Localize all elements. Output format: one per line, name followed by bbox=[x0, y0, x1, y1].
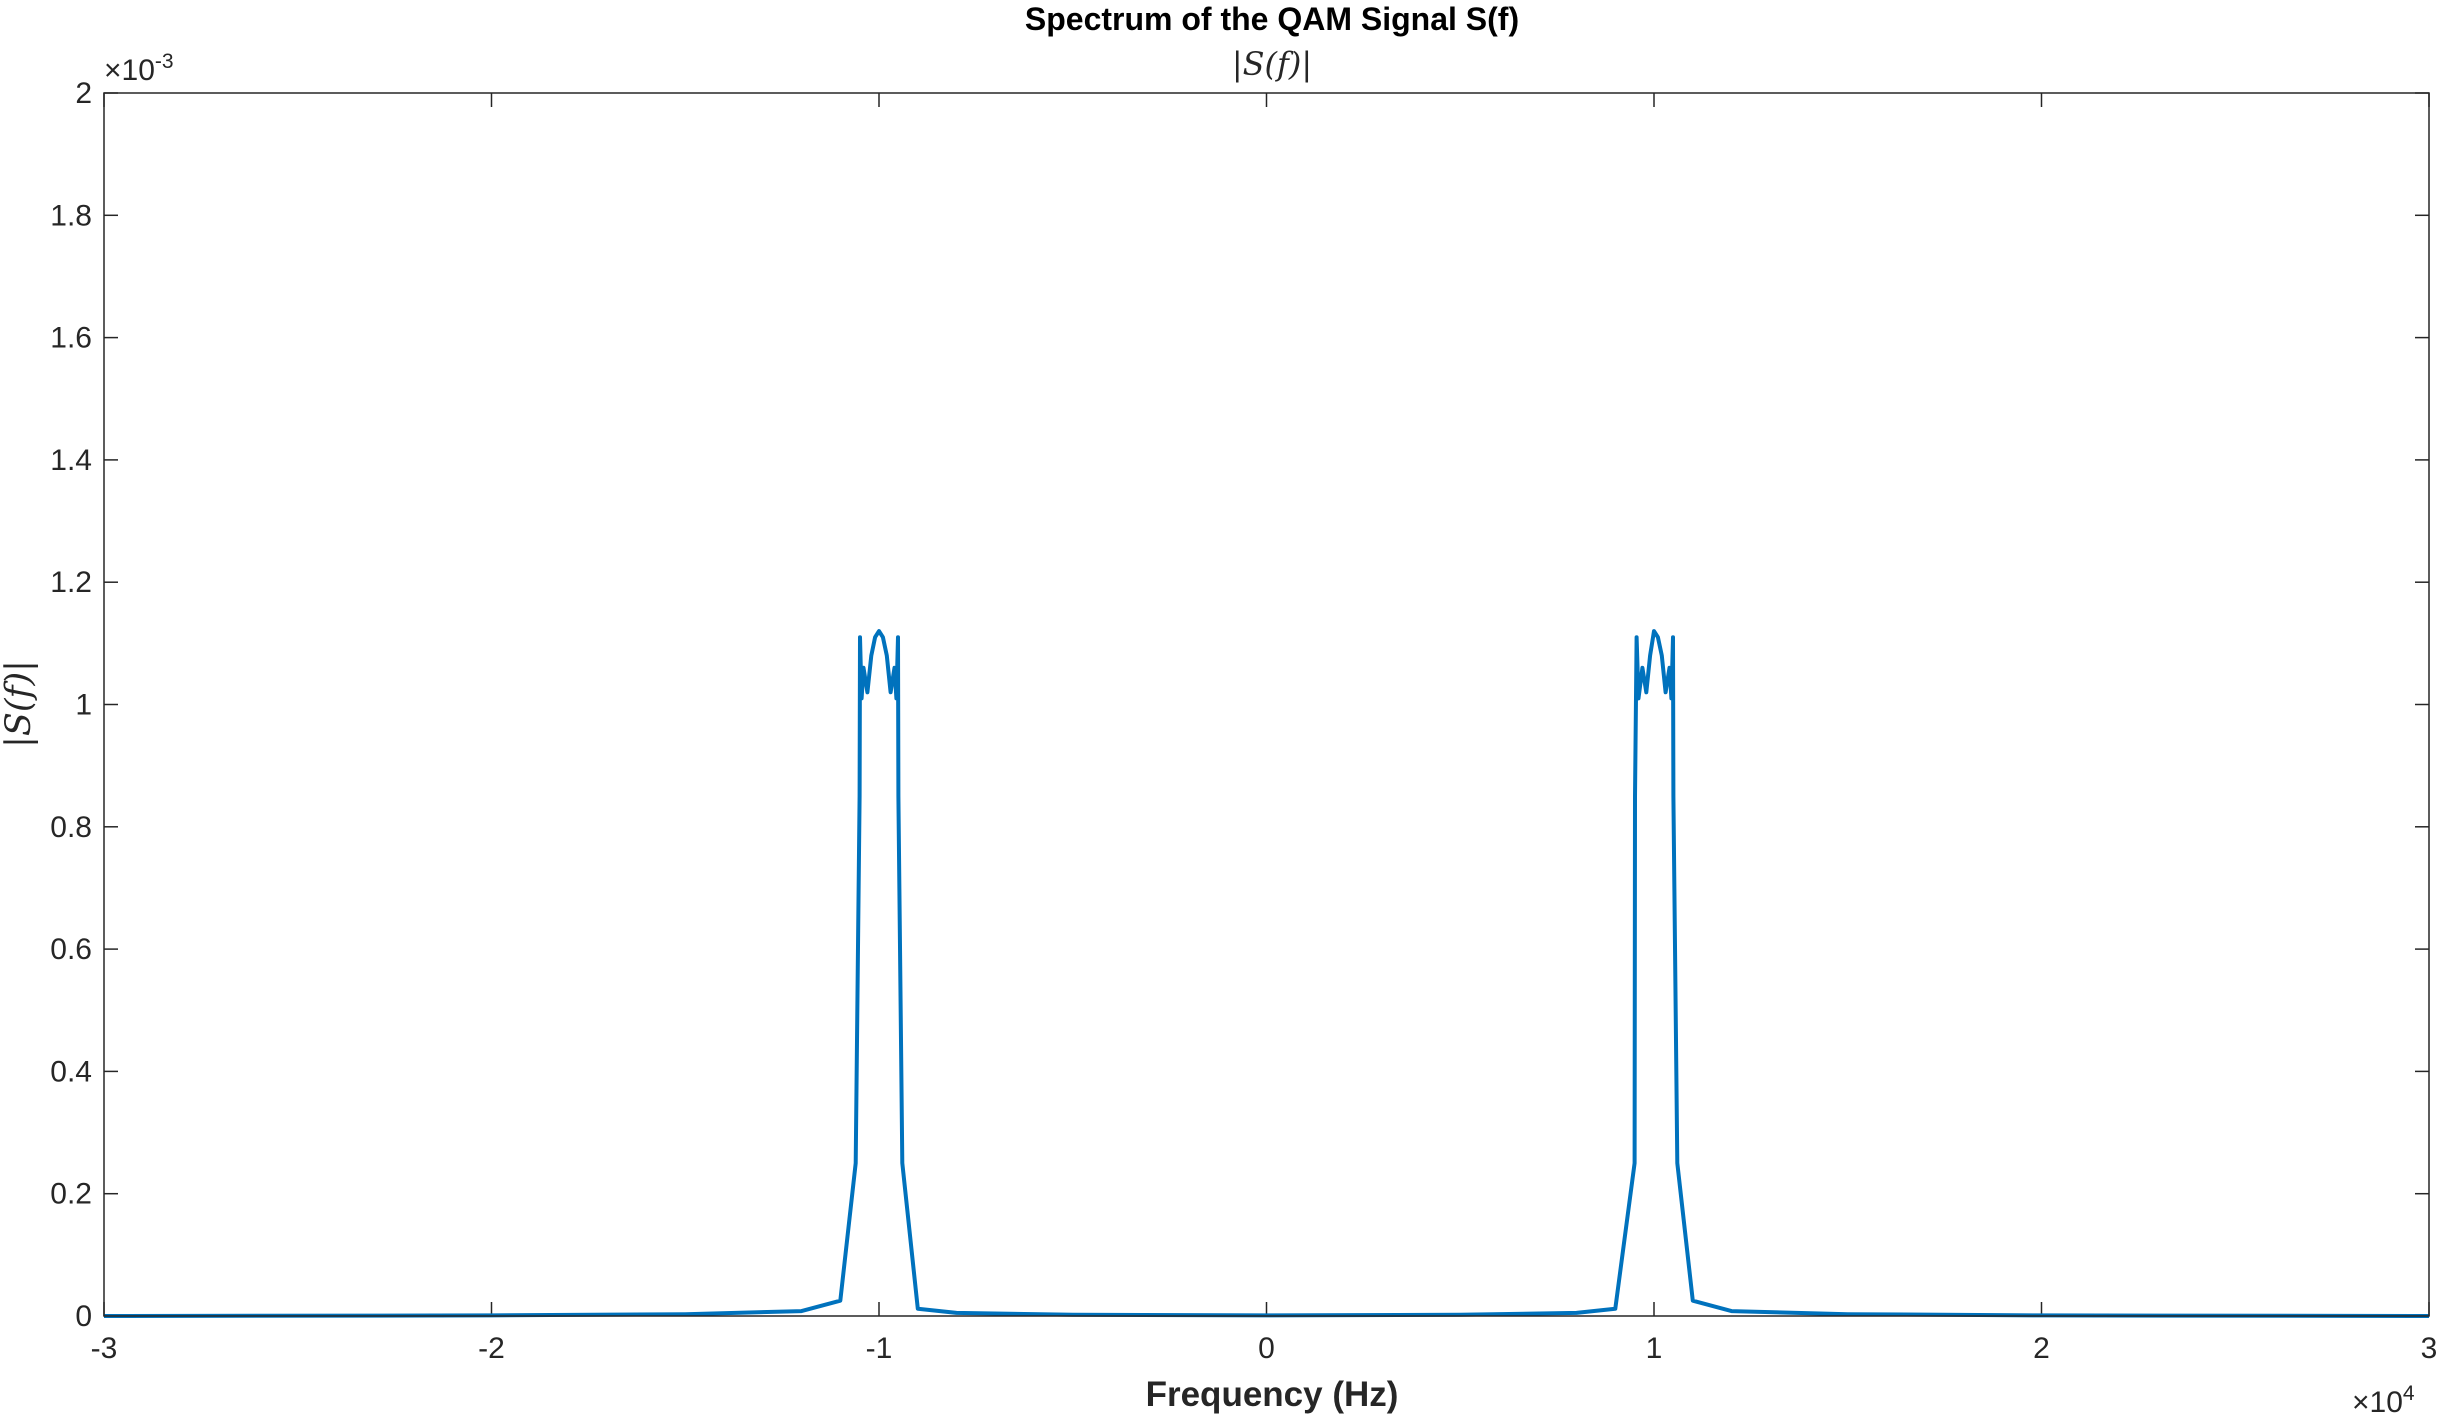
x-tick-label: 1 bbox=[1646, 1332, 1663, 1365]
y-tick-label: 0.2 bbox=[50, 1178, 92, 1211]
y-tick-label: 0 bbox=[75, 1300, 92, 1333]
y-tick-label: 1.6 bbox=[50, 322, 92, 355]
x-exponent: ×104 bbox=[2352, 1382, 2415, 1419]
x-tick-label: -3 bbox=[91, 1332, 118, 1365]
y-tick-label: 0.6 bbox=[50, 933, 92, 966]
y-exponent: ×10-3 bbox=[104, 50, 174, 87]
plot-area bbox=[104, 93, 2429, 1316]
x-axis-ticks: -3 -2 -1 0 1 2 3 bbox=[91, 93, 2438, 1365]
y-tick-label: 1.8 bbox=[50, 199, 92, 232]
y-tick-label: 0.8 bbox=[50, 811, 92, 844]
axes-box bbox=[103, 92, 2430, 1317]
x-tick-label: 3 bbox=[2421, 1332, 2438, 1365]
x-tick-label: -1 bbox=[866, 1332, 893, 1365]
x-tick-label: 2 bbox=[2033, 1332, 2050, 1365]
y-tick-label: 1.4 bbox=[50, 444, 92, 477]
y-axis-ticks: 0 0.2 0.4 0.6 0.8 1 1.2 1.4 1.6 1.8 2 bbox=[50, 77, 2429, 1333]
x-tick-label: 0 bbox=[1258, 1332, 1275, 1365]
x-axis-label: Frequency (Hz) bbox=[1146, 1375, 1399, 1414]
y-tick-label: 1.2 bbox=[50, 566, 92, 599]
spectrum-line bbox=[103, 629, 2430, 1318]
y-axis-label: |S(f)| bbox=[0, 660, 39, 748]
y-tick-label: 2 bbox=[75, 77, 92, 110]
y-tick-label: 1 bbox=[75, 689, 92, 722]
y-tick-label: 0.4 bbox=[50, 1055, 92, 1088]
chart-title: Spectrum of the QAM Signal S(f) bbox=[1025, 1, 1519, 37]
x-tick-label: -2 bbox=[478, 1332, 505, 1365]
chart-subtitle: |S(f)| bbox=[1232, 45, 1312, 83]
